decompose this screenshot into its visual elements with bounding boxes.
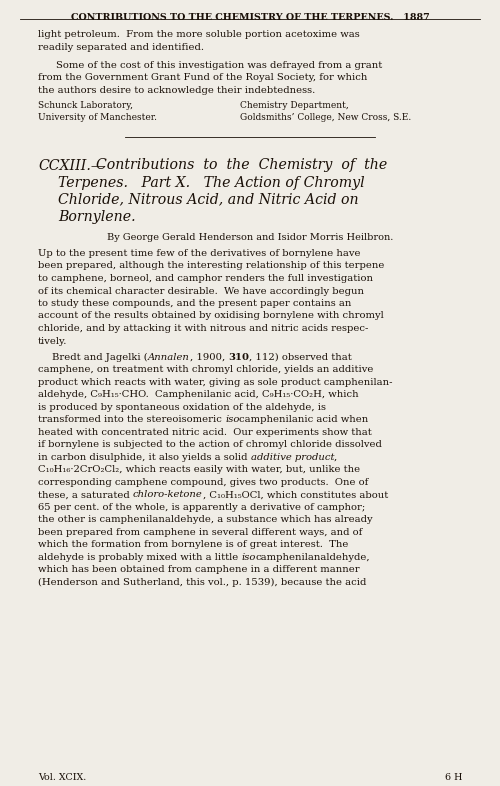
Text: , C₁₀H₁₅OCl, which constitutes about: , C₁₀H₁₅OCl, which constitutes about bbox=[202, 490, 388, 499]
Text: , 1900,: , 1900, bbox=[190, 353, 228, 362]
Text: CCXIII.—: CCXIII.— bbox=[38, 159, 105, 172]
Text: Goldsmiths’ College, New Cross, S.E.: Goldsmiths’ College, New Cross, S.E. bbox=[240, 113, 411, 122]
Text: the other is camphenilanaldehyde, a substance which has already: the other is camphenilanaldehyde, a subs… bbox=[38, 516, 372, 524]
Text: By George Gerald Henderson and Isidor Morris Heilbron.: By George Gerald Henderson and Isidor Mo… bbox=[107, 233, 393, 241]
Text: to study these compounds, and the present paper contains an: to study these compounds, and the presen… bbox=[38, 299, 352, 308]
Text: , 112) observed that: , 112) observed that bbox=[249, 353, 352, 362]
Text: chloro-ketone: chloro-ketone bbox=[133, 490, 202, 499]
Text: tively.: tively. bbox=[38, 336, 68, 346]
Text: is produced by spontaneous oxidation of the aldehyde, is: is produced by spontaneous oxidation of … bbox=[38, 402, 326, 412]
Text: which the formation from bornylene is of great interest.  The: which the formation from bornylene is of… bbox=[38, 540, 348, 549]
Text: chloride, and by attacking it with nitrous and nitric acids respec-: chloride, and by attacking it with nitro… bbox=[38, 324, 368, 333]
Text: aldehyde, C₉H₁₅·CHO.  Camphenilanic acid, C₉H₁₅·CO₂H, which: aldehyde, C₉H₁₅·CHO. Camphenilanic acid,… bbox=[38, 391, 358, 399]
Text: Chloride, Nitrous Acid, and Nitric Acid on: Chloride, Nitrous Acid, and Nitric Acid … bbox=[58, 193, 358, 207]
Text: Bornylene.: Bornylene. bbox=[58, 210, 136, 223]
Text: in carbon disulphide, it also yields a solid: in carbon disulphide, it also yields a s… bbox=[38, 453, 250, 461]
Text: 65 per cent. of the whole, is apparently a derivative of camphor;: 65 per cent. of the whole, is apparently… bbox=[38, 503, 365, 512]
Text: been prepared from camphene in several different ways, and of: been prepared from camphene in several d… bbox=[38, 527, 362, 537]
Text: (Henderson and Sutherland, this vol., p. 1539), because the acid: (Henderson and Sutherland, this vol., p.… bbox=[38, 578, 366, 587]
Text: CONTRIBUTIONS TO THE CHEMISTRY OF THE TERPENES.   1887: CONTRIBUTIONS TO THE CHEMISTRY OF THE TE… bbox=[70, 13, 430, 22]
Text: been prepared, although the interesting relationship of this terpene: been prepared, although the interesting … bbox=[38, 262, 385, 270]
Text: ,: , bbox=[334, 453, 338, 461]
Text: heated with concentrated nitric acid.  Our experiments show that: heated with concentrated nitric acid. Ou… bbox=[38, 428, 372, 437]
Text: aldehyde is probably mixed with a little: aldehyde is probably mixed with a little bbox=[38, 553, 242, 562]
Text: C₁₀H₁₆·2CrO₂Cl₂, which reacts easily with water, but, unlike the: C₁₀H₁₆·2CrO₂Cl₂, which reacts easily wit… bbox=[38, 465, 360, 474]
Text: iso: iso bbox=[225, 415, 240, 424]
Text: these, a saturated: these, a saturated bbox=[38, 490, 133, 499]
Text: account of the results obtained by oxidising bornylene with chromyl: account of the results obtained by oxidi… bbox=[38, 311, 384, 321]
Text: corresponding camphene compound, gives two products.  One of: corresponding camphene compound, gives t… bbox=[38, 478, 368, 487]
Text: Vol. XCIX.: Vol. XCIX. bbox=[38, 773, 86, 782]
Text: Contributions  to  the  Chemistry  of  the: Contributions to the Chemistry of the bbox=[96, 159, 387, 172]
Text: camphene, on treatment with chromyl chloride, yields an additive: camphene, on treatment with chromyl chlo… bbox=[38, 365, 374, 374]
Text: University of Manchester.: University of Manchester. bbox=[38, 113, 157, 122]
Text: from the Government Grant Fund of the Royal Society, for which: from the Government Grant Fund of the Ro… bbox=[38, 74, 368, 83]
Text: additive product: additive product bbox=[250, 453, 334, 461]
Text: Up to the present time few of the derivatives of bornylene have: Up to the present time few of the deriva… bbox=[38, 249, 360, 258]
Text: Annalen: Annalen bbox=[148, 353, 190, 362]
Text: Chemistry Department,: Chemistry Department, bbox=[240, 101, 349, 111]
Text: if bornylene is subjected to the action of chromyl chloride dissolved: if bornylene is subjected to the action … bbox=[38, 440, 382, 450]
Text: Bredt and Jagelki (: Bredt and Jagelki ( bbox=[52, 353, 148, 362]
Text: transformed into the stereoisomeric: transformed into the stereoisomeric bbox=[38, 415, 225, 424]
Text: iso: iso bbox=[242, 553, 256, 562]
Text: of its chemical character desirable.  We have accordingly begun: of its chemical character desirable. We … bbox=[38, 287, 364, 296]
Text: the authors desire to acknowledge their indebtedness.: the authors desire to acknowledge their … bbox=[38, 86, 316, 95]
Text: to camphene, borneol, and camphor renders the full investigation: to camphene, borneol, and camphor render… bbox=[38, 274, 373, 283]
Text: which has been obtained from camphene in a different manner: which has been obtained from camphene in… bbox=[38, 565, 360, 575]
Text: light petroleum.  From the more soluble portion acetoxime was: light petroleum. From the more soluble p… bbox=[38, 30, 360, 39]
Text: Some of the cost of this investigation was defrayed from a grant: Some of the cost of this investigation w… bbox=[56, 61, 382, 70]
Text: 6 H: 6 H bbox=[444, 773, 462, 782]
Text: Schunck Laboratory,: Schunck Laboratory, bbox=[38, 101, 133, 111]
Text: readily separated and identified.: readily separated and identified. bbox=[38, 42, 204, 52]
Text: camphenilanic acid when: camphenilanic acid when bbox=[240, 415, 368, 424]
Text: camphenilanaldehyde,: camphenilanaldehyde, bbox=[256, 553, 370, 562]
Text: 310: 310 bbox=[228, 353, 249, 362]
Text: Terpenes.   Part X.   The Action of Chromyl: Terpenes. Part X. The Action of Chromyl bbox=[58, 175, 364, 189]
Text: product which reacts with water, giving as sole product camphenilan-: product which reacts with water, giving … bbox=[38, 378, 393, 387]
